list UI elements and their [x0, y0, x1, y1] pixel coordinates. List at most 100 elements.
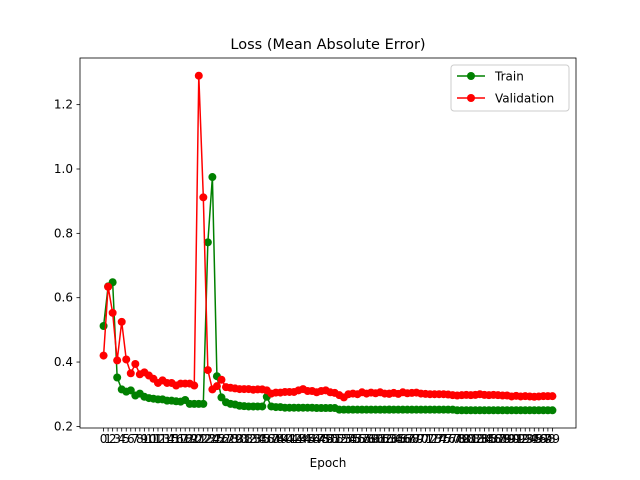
data-point	[203, 238, 212, 247]
x-tick-label: 86	[486, 432, 501, 446]
x-tick-label: 70	[413, 432, 428, 446]
x-tick-label: 40	[277, 432, 292, 446]
x-tick-label: 77	[445, 432, 460, 446]
x-tick-label: 45	[300, 432, 315, 446]
legend-item-train: Train	[457, 70, 524, 84]
x-tick-label: 68	[404, 432, 419, 446]
x-tick-label: 3	[113, 432, 121, 446]
x-tick-label: 62	[377, 432, 392, 446]
x-tick-label: 84	[477, 432, 492, 446]
x-tick-label: 52	[332, 432, 347, 446]
y-tick-label: 0.6	[54, 291, 73, 305]
x-tick-label: 78	[450, 432, 465, 446]
x-tick-label: 15	[164, 432, 179, 446]
x-tick-label: 25	[209, 432, 224, 446]
plot-area	[79, 57, 577, 429]
x-tick-label: 11	[146, 432, 161, 446]
x-tick-label: 6	[127, 432, 135, 446]
x-tick-label: 32	[241, 432, 256, 446]
x-tick-label: 96	[531, 432, 546, 446]
x-tick-label: 17	[173, 432, 188, 446]
data-point	[548, 406, 557, 415]
x-axis: 0123456789101112131415161718192021222324…	[100, 428, 560, 446]
x-tick-label: 9	[141, 432, 149, 446]
x-tick-label: 10	[141, 432, 156, 446]
x-tick-label: 65	[391, 432, 406, 446]
x-tick-label: 79	[454, 432, 469, 446]
chart-title: Loss (Mean Absolute Error)	[230, 37, 425, 53]
x-tick-label: 55	[345, 432, 360, 446]
plot-frame	[79, 57, 577, 429]
data-point	[548, 392, 557, 401]
x-tick-label: 2	[109, 432, 117, 446]
y-tick-label: 0.8	[54, 226, 73, 240]
x-tick-label: 5	[122, 432, 130, 446]
x-tick-label: 57	[354, 432, 369, 446]
x-tick-label: 87	[490, 432, 505, 446]
data-point	[117, 317, 126, 326]
x-tick-label: 54	[341, 432, 356, 446]
x-tick-label: 76	[441, 432, 456, 446]
x-tick-label: 93	[518, 432, 533, 446]
x-tick-label: 36	[259, 432, 274, 446]
x-tick-label: 72	[422, 432, 437, 446]
x-tick-label: 43	[291, 432, 306, 446]
x-tick-label: 94	[522, 432, 537, 446]
x-tick-label: 46	[304, 432, 319, 446]
series-train	[99, 173, 557, 415]
x-tick-label: 37	[264, 432, 279, 446]
y-tick-label: 0.2	[54, 419, 73, 433]
data-point	[208, 173, 217, 182]
data-point	[190, 381, 199, 390]
data-point	[199, 399, 208, 408]
x-tick-label: 98	[540, 432, 555, 446]
data-point	[212, 382, 221, 391]
x-axis-label: Epoch	[310, 456, 347, 470]
x-tick-label: 81	[463, 432, 478, 446]
data-point	[203, 366, 212, 375]
data-point	[104, 282, 113, 291]
x-tick-label: 53	[336, 432, 351, 446]
x-tick-label: 23	[200, 432, 215, 446]
data-point	[199, 193, 208, 202]
data-point	[258, 402, 267, 411]
x-tick-label: 16	[168, 432, 183, 446]
x-tick-label: 56	[350, 432, 365, 446]
x-tick-label: 66	[395, 432, 410, 446]
x-tick-label: 83	[472, 432, 487, 446]
y-tick-label: 1.2	[54, 98, 73, 112]
x-tick-label: 71	[418, 432, 433, 446]
x-tick-label: 51	[327, 432, 342, 446]
x-tick-label: 88	[495, 432, 510, 446]
data-point	[126, 369, 135, 378]
x-tick-label: 28	[223, 432, 238, 446]
x-tick-label: 31	[236, 432, 251, 446]
x-tick-label: 74	[431, 432, 446, 446]
x-tick-label: 34	[250, 432, 265, 446]
x-tick-label: 69	[409, 432, 424, 446]
x-tick-label: 67	[400, 432, 415, 446]
x-tick-label: 59	[363, 432, 378, 446]
data-point	[217, 375, 226, 384]
legend: Train Validation	[450, 64, 570, 112]
x-tick-label: 8	[136, 432, 144, 446]
x-tick-label: 21	[191, 432, 206, 446]
data-point	[108, 308, 117, 317]
x-tick-label: 64	[386, 432, 401, 446]
x-tick-label: 60	[368, 432, 383, 446]
x-tick-label: 30	[232, 432, 247, 446]
x-tick-label: 4	[118, 432, 126, 446]
x-tick-label: 26	[214, 432, 229, 446]
x-tick-label: 92	[513, 432, 528, 446]
x-tick-label: 99	[545, 432, 560, 446]
x-tick-label: 89	[499, 432, 514, 446]
x-tick-label: 12	[150, 432, 165, 446]
data-point	[122, 355, 131, 364]
x-tick-label: 41	[282, 432, 297, 446]
series-layer	[99, 71, 557, 415]
x-tick-label: 58	[359, 432, 374, 446]
x-tick-label: 18	[178, 432, 193, 446]
x-tick-label: 33	[246, 432, 261, 446]
x-tick-label: 63	[382, 432, 397, 446]
x-tick-label: 48	[314, 432, 329, 446]
